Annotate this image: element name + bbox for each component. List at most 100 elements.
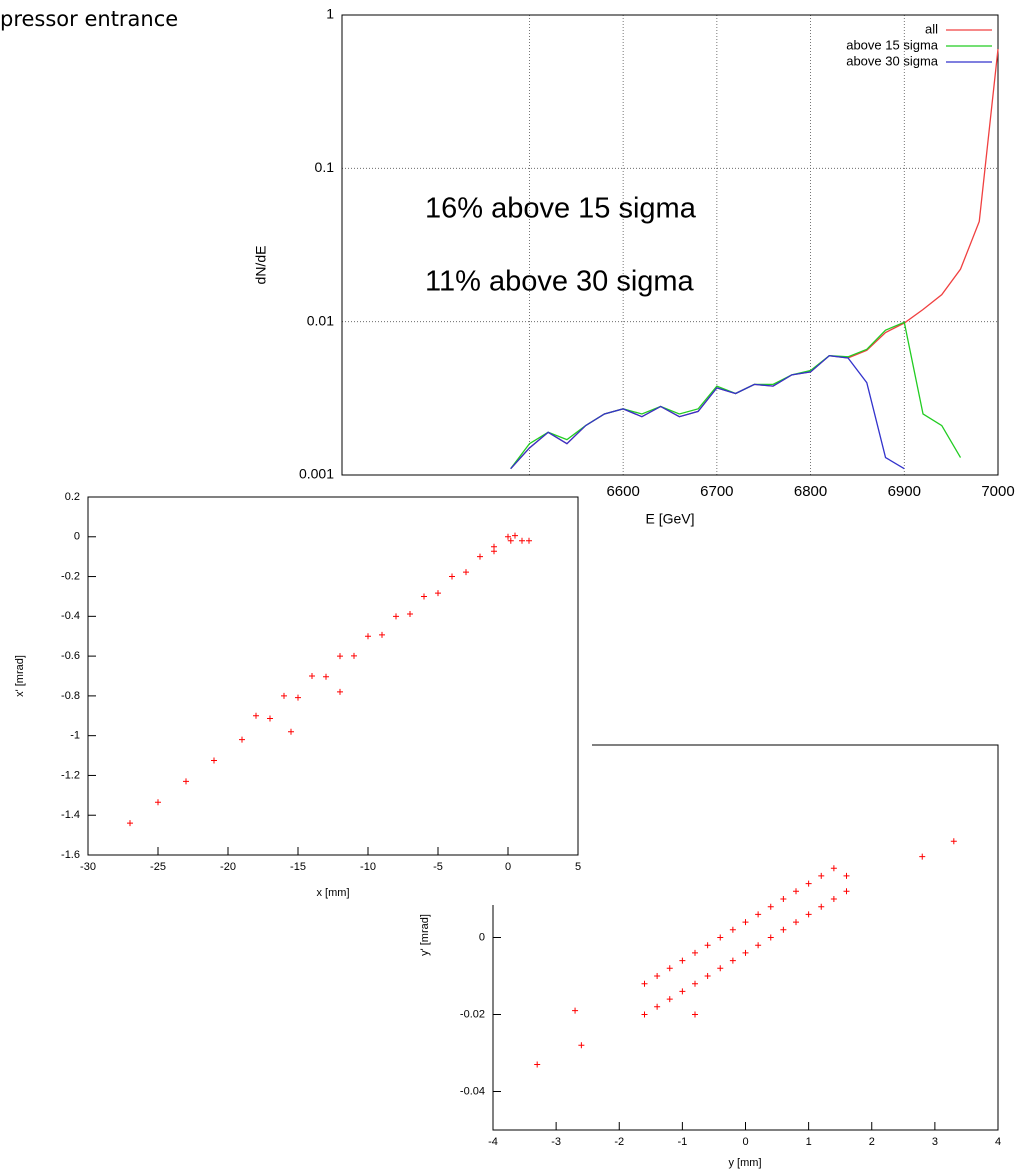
point [505,533,511,540]
x-tick-label: 0 [742,1136,748,1148]
y-tick-label: -0.02 [460,1008,485,1020]
x-axis-label: E [GeV] [645,511,694,527]
point [365,633,371,640]
point [379,631,385,638]
plot-frame [87,496,579,856]
y-tick-label: -0.8 [61,690,80,702]
y-axis-label: y' [mrad] [419,914,431,956]
y-tick-label: -0.4 [61,610,80,622]
x-tick-label: -30 [80,861,96,873]
y-axis-label: dN/dE [253,246,269,285]
point [641,980,648,987]
point [679,988,686,995]
annotation: 11% above 30 sigma [425,266,695,298]
point [491,548,497,555]
point [729,957,736,964]
point [351,652,357,659]
point [780,926,787,933]
y-tick-label: 0.1 [315,159,335,175]
point [267,715,273,722]
x-tick-label: 2 [869,1136,875,1148]
x-tick-label: -20 [220,861,236,873]
annotation: 16% above 15 sigma [425,193,697,225]
x-axis-label: x [mm] [317,887,350,899]
point [641,1011,648,1018]
slide-title: pressor entrance [0,7,178,31]
plot-frame [341,14,999,476]
point [435,590,441,597]
point [407,610,413,617]
point [767,903,774,910]
point [919,853,926,860]
point [692,980,698,987]
point [654,973,661,979]
point [666,996,673,1003]
x-tick-label: 1 [806,1136,812,1148]
point [295,694,301,701]
point [793,919,799,926]
x-tick-label: -15 [290,861,306,873]
point [526,537,532,544]
point [843,888,850,895]
point [463,569,469,576]
y-tick-label: -1.6 [61,849,80,861]
point [755,942,762,949]
x-tick-label: 3 [932,1136,938,1148]
x-tick-label: 5 [575,861,581,873]
point [421,593,427,600]
point [717,934,724,941]
x-tick-label: 0 [505,861,511,873]
x-tick-label: -1 [677,1136,687,1148]
point [679,957,686,964]
point [666,965,673,972]
point [818,903,825,910]
point [805,911,812,918]
y-tick-label: -0.2 [61,570,80,582]
point [239,736,245,743]
point [780,896,787,902]
chart: -30 -25 -20 -15 -10 -5 0 5 -1.6 -1.4 -1.2 -1 -0.8 -0.… [0,480,592,905]
point [323,673,329,680]
point [704,973,711,979]
point [477,553,483,560]
point [507,537,514,544]
point [534,1061,541,1068]
point [337,653,343,660]
y-tick-label: 0 [74,531,80,543]
x-tick-label: 4 [995,1136,1001,1148]
legend-label: all [925,21,938,36]
legend-label: above 30 sigma [846,53,939,68]
y-tick-label: -1.4 [61,809,80,821]
point [742,949,749,956]
point [253,712,259,719]
point [512,532,518,539]
point [818,872,825,879]
point [830,865,837,872]
point [729,926,736,933]
x-tick-label: 6700 [700,483,733,500]
point [692,1011,698,1018]
data-line [510,355,905,470]
plot-frame [492,744,999,1131]
point [155,799,161,806]
y-tick-label: 0.2 [65,491,80,503]
point [288,728,294,735]
x-tick-label: -2 [614,1136,624,1148]
point [742,919,749,926]
point [393,613,399,620]
point [793,888,799,895]
point [127,820,133,827]
y-tick-label: -0.6 [61,650,80,662]
point [950,838,957,845]
point [767,934,774,941]
point [692,949,698,956]
x-tick-label: -25 [150,861,166,873]
chart-background [0,480,592,905]
x-tick-label: 6800 [794,483,827,500]
x-tick-label: 6900 [888,483,921,500]
legend-label: above 15 sigma [846,37,939,52]
point [704,942,711,949]
point [337,688,343,695]
point [578,1042,585,1049]
